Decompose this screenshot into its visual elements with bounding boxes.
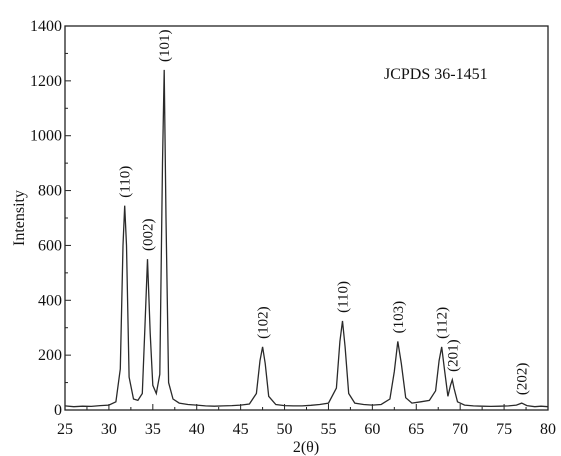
- x-tick-label: 30: [101, 421, 117, 438]
- x-tick-label: 55: [320, 421, 336, 438]
- x-tick-label: 60: [364, 421, 380, 438]
- y-tick-label: 200: [38, 347, 62, 364]
- y-tick-label: 800: [38, 183, 62, 200]
- plot-frame: [64, 25, 549, 411]
- y-axis: 0 200 400 600 800 1000 1200 1400: [30, 18, 71, 419]
- x-tick-label: 45: [233, 421, 249, 438]
- x-tick-label: 80: [540, 421, 556, 438]
- y-axis-title: Intensity: [11, 190, 28, 246]
- peak-label: (102): [256, 306, 272, 339]
- x-tick-label: 35: [145, 421, 161, 438]
- y-tick-label: 600: [38, 237, 62, 254]
- x-axis: 25 30 35 40 45 50 55 60 65 70 75 80: [57, 404, 556, 438]
- peak-label: (103): [391, 301, 407, 334]
- peak-label: (002): [141, 219, 157, 252]
- y-tick-label: 1200: [30, 73, 62, 90]
- y-tick-label: 1000: [30, 128, 62, 145]
- x-axis-title: 2(θ): [293, 439, 319, 456]
- peak-label: (101): [157, 29, 173, 62]
- peak-label: (110): [118, 166, 134, 198]
- peak-labels: (110) (002) (101) (102) (110) (103) (112)(201)…: [118, 29, 531, 395]
- reference-label: JCPDS 36-1451: [384, 66, 488, 83]
- y-tick-label: 0: [54, 402, 62, 419]
- peak-label: (201): [445, 339, 461, 372]
- peak-label: (112): [435, 307, 451, 339]
- y-tick-label: 400: [38, 292, 62, 309]
- x-tick-label: 50: [277, 421, 293, 438]
- y-tick-label: 1400: [30, 18, 62, 35]
- x-tick-label: 40: [189, 421, 205, 438]
- peak-label: (202): [515, 363, 531, 396]
- series-line: [64, 69, 549, 408]
- x-tick-label: 75: [496, 421, 512, 438]
- peak-label: (110): [335, 281, 351, 313]
- x-tick-label: 65: [408, 421, 424, 438]
- x-tick-label: 25: [57, 421, 73, 438]
- x-tick-label: 70: [452, 421, 468, 438]
